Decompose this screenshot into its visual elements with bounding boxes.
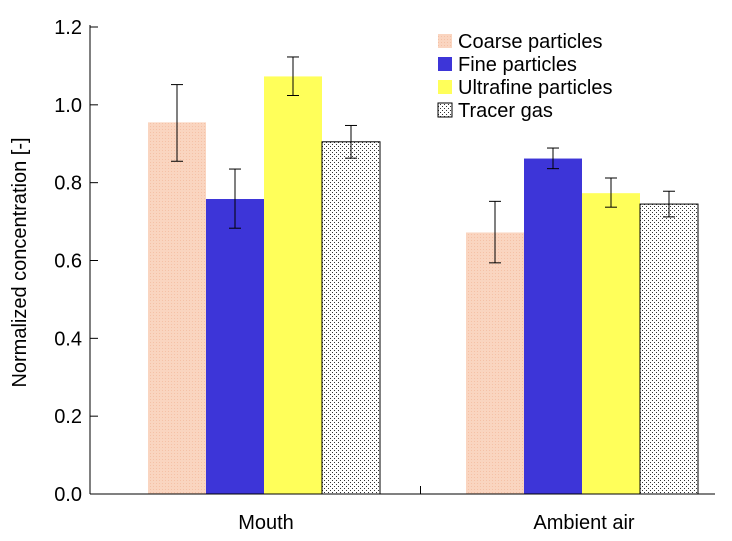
bar-ultrafine-particles-0: [264, 76, 322, 494]
error-bar-0-1: [489, 200, 501, 264]
legend-swatch: [437, 102, 453, 118]
bar-coarse-particles-1: [466, 232, 524, 495]
error-bar-0-0: [171, 84, 183, 162]
legend-swatch: [438, 34, 452, 48]
bars-layer: [148, 56, 699, 495]
x-tick-label-mouth: Mouth: [238, 512, 294, 534]
x-tick-label-ambient-air: Ambient air: [533, 512, 634, 534]
legend-item-tracer-gas: Tracer gas: [437, 100, 553, 122]
bar-coarse-particles-0: [148, 122, 206, 495]
y-axis-title: Normalized concentration [-]: [9, 137, 31, 387]
bar-ultrafine-particles-1: [582, 193, 640, 494]
bar-tracer-gas-0: [321, 141, 381, 495]
legend-swatch: [438, 57, 452, 71]
axes-layer: 0.0 0.2 0.4 0.6 0.8 1.0 1.2 Mouth Ambient air Nor…: [9, 17, 715, 534]
legend-label: Ultrafine particles: [458, 77, 613, 99]
y-tick-label: 0.4: [54, 328, 82, 350]
y-tick-label: 1.0: [54, 95, 82, 117]
y-tick-label: 0.2: [54, 406, 82, 428]
legend-swatch: [438, 80, 452, 94]
error-bar-3-1: [663, 190, 675, 218]
bar-fine-particles-1: [524, 158, 582, 494]
legend-item-coarse-particles: Coarse particles: [438, 31, 603, 53]
error-bar-2-0: [287, 56, 299, 96]
y-tick-label: 1.2: [54, 17, 82, 39]
error-bar-3-0: [345, 124, 357, 159]
y-tick-label: 0.6: [54, 251, 82, 273]
error-bar-1-0: [229, 168, 241, 229]
y-tick-label: 0.8: [54, 173, 82, 195]
y-tick-label: 0.0: [54, 484, 82, 506]
legend-label: Coarse particles: [458, 31, 603, 53]
error-bar-2-1: [605, 177, 617, 208]
legend-item-fine-particles: Fine particles: [438, 54, 577, 76]
bar-fine-particles-0: [206, 199, 264, 495]
legend-label: Fine particles: [458, 54, 577, 76]
bar-tracer-gas-1: [639, 203, 699, 495]
legend-label: Tracer gas: [458, 100, 553, 122]
error-bar-1-1: [547, 147, 559, 170]
legend-item-ultrafine-particles: Ultrafine particles: [438, 77, 613, 99]
